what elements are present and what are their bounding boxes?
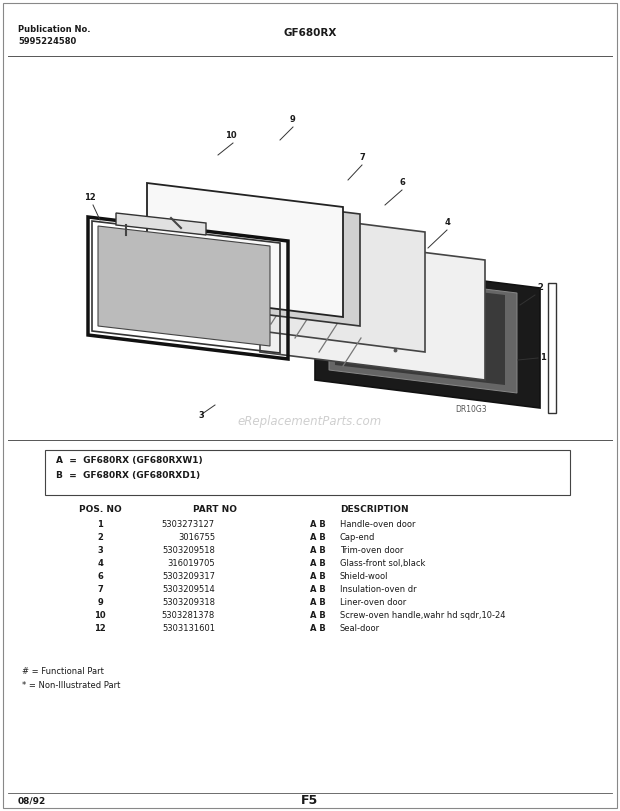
Polygon shape xyxy=(315,260,540,408)
Text: Seal-door: Seal-door xyxy=(340,624,380,633)
Bar xyxy=(45,450,570,495)
Text: * = Non-Illustrated Part: * = Non-Illustrated Part xyxy=(22,681,120,690)
Text: 1: 1 xyxy=(540,353,546,362)
Text: A B: A B xyxy=(310,611,326,620)
Text: 4: 4 xyxy=(445,218,451,227)
Polygon shape xyxy=(155,189,360,326)
Text: A B: A B xyxy=(310,546,326,555)
Text: 6: 6 xyxy=(97,572,103,581)
Text: 1: 1 xyxy=(97,520,103,529)
Text: Trim-oven door: Trim-oven door xyxy=(340,546,404,555)
Text: 5303281378: 5303281378 xyxy=(162,611,215,620)
Text: Liner-oven door: Liner-oven door xyxy=(340,598,406,607)
Text: 2: 2 xyxy=(97,533,103,542)
Text: Screw-oven handle,wahr hd sqdr,10-24: Screw-oven handle,wahr hd sqdr,10-24 xyxy=(340,611,505,620)
Text: B  =  GF680RX (GF680RXD1): B = GF680RX (GF680RXD1) xyxy=(56,471,200,480)
Text: 7: 7 xyxy=(360,153,366,162)
Text: 5303131601: 5303131601 xyxy=(162,624,215,633)
Text: A B: A B xyxy=(310,533,326,542)
Text: Publication No.: Publication No. xyxy=(18,25,91,34)
Text: A B: A B xyxy=(310,559,326,568)
Text: 10: 10 xyxy=(225,131,237,140)
Text: DESCRIPTION: DESCRIPTION xyxy=(340,505,409,514)
Text: A B: A B xyxy=(310,572,326,581)
Text: 3: 3 xyxy=(97,546,103,555)
Text: GF680RX: GF680RX xyxy=(283,28,337,38)
Text: 7: 7 xyxy=(97,585,103,594)
Polygon shape xyxy=(205,204,425,352)
Text: 9: 9 xyxy=(290,115,296,124)
Text: A  =  GF680RX (GF680RXW1): A = GF680RX (GF680RXW1) xyxy=(56,456,203,465)
Polygon shape xyxy=(329,270,517,393)
Text: 316019705: 316019705 xyxy=(167,559,215,568)
Polygon shape xyxy=(548,283,556,413)
Text: Insulation-oven dr: Insulation-oven dr xyxy=(340,585,417,594)
Text: A B: A B xyxy=(310,624,326,633)
Text: Shield-wool: Shield-wool xyxy=(340,572,389,581)
Polygon shape xyxy=(335,275,505,385)
Text: # = Functional Part: # = Functional Part xyxy=(22,667,104,676)
Text: 4: 4 xyxy=(97,559,103,568)
Polygon shape xyxy=(147,183,343,317)
Text: 5303273127: 5303273127 xyxy=(162,520,215,529)
Text: 10: 10 xyxy=(94,611,106,620)
Text: A B: A B xyxy=(310,520,326,529)
Text: 5303209317: 5303209317 xyxy=(162,572,215,581)
Text: POS. NO: POS. NO xyxy=(79,505,122,514)
Text: DR10G3: DR10G3 xyxy=(455,405,487,414)
Polygon shape xyxy=(98,226,270,346)
Text: 6: 6 xyxy=(400,178,406,187)
Text: 08/92: 08/92 xyxy=(18,797,46,806)
Text: 12: 12 xyxy=(84,193,95,202)
Text: 9: 9 xyxy=(97,598,103,607)
Text: A B: A B xyxy=(310,585,326,594)
Text: 12: 12 xyxy=(94,624,106,633)
Text: eReplacementParts.com: eReplacementParts.com xyxy=(238,415,382,428)
Text: 5303209514: 5303209514 xyxy=(162,585,215,594)
Text: 3016755: 3016755 xyxy=(178,533,215,542)
Text: PART NO: PART NO xyxy=(193,505,237,514)
Polygon shape xyxy=(260,232,485,380)
Text: 2: 2 xyxy=(537,283,543,292)
Text: F5: F5 xyxy=(301,794,319,807)
Text: Handle-oven door: Handle-oven door xyxy=(340,520,415,529)
Polygon shape xyxy=(116,213,206,235)
Text: A B: A B xyxy=(310,598,326,607)
Text: 5303209518: 5303209518 xyxy=(162,546,215,555)
Text: Glass-front sol,black: Glass-front sol,black xyxy=(340,559,425,568)
Text: 3: 3 xyxy=(198,411,204,420)
Text: 5303209318: 5303209318 xyxy=(162,598,215,607)
Text: Cap-end: Cap-end xyxy=(340,533,375,542)
Text: 5995224580: 5995224580 xyxy=(18,37,76,46)
